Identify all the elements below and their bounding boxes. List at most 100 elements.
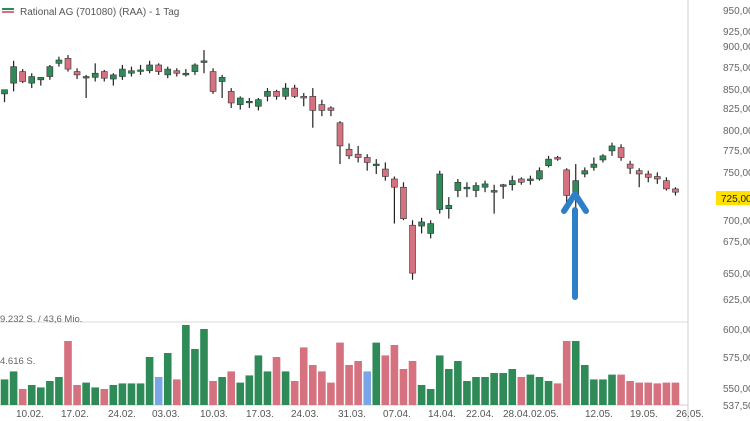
- candle-body: [100, 71, 108, 79]
- candle-body: [155, 64, 162, 72]
- volume-bar: [508, 369, 517, 405]
- candle-body: [164, 68, 172, 76]
- volume-bar: [27, 385, 36, 405]
- price-tick: 800,00: [723, 126, 750, 137]
- date-label: 19.05.: [630, 409, 658, 420]
- volume-bar: [73, 385, 81, 405]
- volume-bar: [399, 369, 408, 405]
- volume-bar: [381, 355, 390, 405]
- volume-bar: [499, 373, 508, 405]
- volume-bar: [109, 385, 118, 405]
- volume-bar: [472, 377, 480, 405]
- volume-bar: [82, 382, 90, 405]
- volume-bar: [118, 383, 127, 405]
- candle-body: [663, 180, 670, 190]
- volume-bar: [236, 382, 245, 405]
- volume-bar: [580, 365, 589, 405]
- volume-bar: [372, 342, 381, 405]
- volume-bar: [254, 355, 263, 405]
- volume-bar: [91, 387, 100, 405]
- last-price-badge: [716, 191, 750, 205]
- volume-bar: [599, 379, 607, 405]
- price-tick: 625,00: [723, 295, 750, 306]
- candle-body: [327, 107, 335, 111]
- legend-swatch-up: [2, 8, 14, 10]
- volume-bar: [490, 373, 498, 405]
- volume-bar: [644, 382, 653, 405]
- volume-bar: [571, 341, 580, 405]
- candle-body: [73, 71, 81, 76]
- volume-label-max: 9.232 S. / 43,6 Mio.: [0, 314, 82, 325]
- volume-tick: 600,00: [723, 325, 750, 336]
- candle-body: [354, 153, 362, 158]
- volume-bar: [617, 374, 625, 405]
- volume-bar: [0, 379, 9, 405]
- volume-tick: 537,50: [723, 401, 750, 412]
- candle-body: [55, 59, 63, 64]
- volume-axis: 600,00 575,00 550,00 537,50: [723, 325, 750, 412]
- date-label: 17.03.: [246, 409, 274, 420]
- candle-body: [436, 173, 444, 210]
- date-label: 07.04.: [383, 409, 411, 420]
- candle-body: [536, 170, 543, 180]
- volume-bar: [127, 383, 136, 405]
- volume-bar: [463, 381, 471, 405]
- volume-bar: [608, 374, 616, 405]
- candle-body: [46, 66, 54, 77]
- candle-body: [209, 71, 217, 92]
- volume-bar: [18, 389, 27, 405]
- price-tick: 950,00: [723, 6, 750, 17]
- volume-tick: 550,00: [723, 384, 750, 395]
- volume-bar: [562, 341, 571, 405]
- volume-bar: [590, 379, 598, 405]
- candle-body: [128, 70, 135, 74]
- candle-body: [445, 205, 453, 209]
- date-label: 10.03.: [200, 409, 228, 420]
- date-label: 10.02.: [16, 409, 44, 420]
- volume-bar: [308, 365, 317, 405]
- volume-bar: [526, 374, 535, 405]
- candle-body: [1, 89, 8, 95]
- legend-swatch-down: [2, 11, 14, 13]
- candle-body: [119, 68, 126, 77]
- volume-bar: [327, 382, 335, 405]
- candle-body: [173, 70, 181, 74]
- volume-bar: [517, 377, 526, 405]
- price-tick: 825,00: [723, 104, 750, 115]
- volume-label-mid: 4.616 S.: [0, 356, 35, 367]
- candle-body: [264, 91, 271, 97]
- candle-body: [318, 104, 326, 111]
- candle-body: [300, 96, 308, 99]
- candle-body: [527, 178, 534, 181]
- volume-bar: [191, 349, 199, 405]
- date-label: 31.03.: [338, 409, 366, 420]
- date-label: 22.04.: [466, 409, 494, 420]
- candle-body: [110, 74, 117, 80]
- candle-body: [363, 157, 371, 163]
- volume-bar: [245, 375, 254, 405]
- candle-body: [218, 77, 226, 82]
- annotation-up-arrow: [561, 191, 589, 300]
- volume-bar: [272, 357, 281, 405]
- volume-bar: [444, 369, 453, 405]
- candle-body: [336, 122, 344, 147]
- candle-body: [10, 66, 17, 84]
- date-label: 24.03.: [291, 409, 319, 420]
- date-label: 03.03.: [152, 409, 180, 420]
- candle-body: [644, 173, 652, 178]
- candle-body: [37, 77, 45, 81]
- date-label: 02.05.: [531, 409, 559, 420]
- last-price-value: 725,00: [721, 194, 750, 205]
- volume-bar: [218, 377, 226, 405]
- price-tick: 775,00: [723, 146, 750, 157]
- candle-body: [581, 170, 589, 175]
- x-axis: 10.02. 17.02. 24.02. 03.03. 10.03. 17.03…: [16, 409, 704, 420]
- candle-body: [82, 76, 90, 79]
- volume-bar: [345, 365, 353, 405]
- volume-bar: [435, 355, 444, 405]
- candle-body: [617, 147, 625, 158]
- candle-body: [382, 168, 389, 177]
- price-tick: 900,00: [723, 42, 750, 53]
- volume-bar: [46, 381, 54, 405]
- candle-body: [454, 181, 462, 191]
